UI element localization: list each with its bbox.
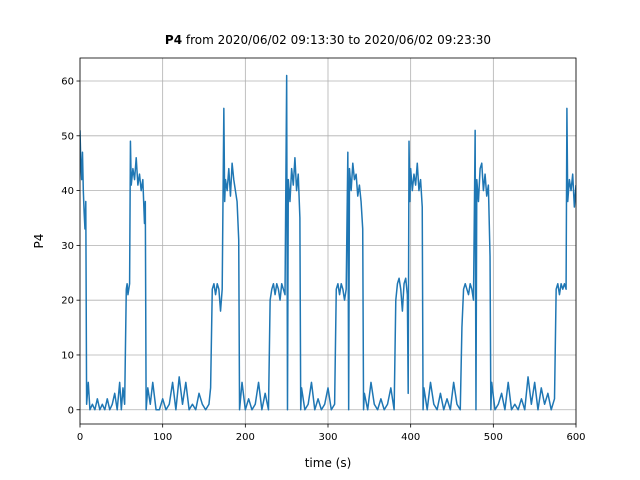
x-tick-label: 400	[401, 432, 420, 443]
plot-area	[80, 74, 576, 411]
x-tick-label: 500	[484, 432, 503, 443]
x-tick-label: 100	[153, 432, 172, 443]
x-tick-label: 0	[77, 432, 83, 443]
y-tick-label: 50	[61, 131, 74, 142]
y-axis-label: P4	[32, 234, 46, 249]
y-tick-label: 20	[61, 296, 74, 307]
x-tick-label: 200	[236, 432, 255, 443]
y-tick-label: 10	[61, 350, 74, 361]
y-tick-label: 40	[61, 186, 74, 197]
y-tick-label: 0	[68, 405, 74, 416]
y-tick-label: 30	[61, 241, 74, 252]
data-line	[80, 74, 576, 411]
y-tick-label: 60	[61, 77, 74, 88]
title-name: P4	[165, 33, 182, 47]
chart-title: P4 from 2020/06/02 09:13:30 to 2020/06/0…	[165, 33, 491, 47]
title-range: from 2020/06/02 09:13:30 to 2020/06/02 0…	[186, 33, 491, 47]
x-tick-label: 300	[318, 432, 337, 443]
x-axis-label: time (s)	[305, 456, 352, 470]
x-tick-label: 600	[566, 432, 585, 443]
grid	[79, 58, 577, 424]
